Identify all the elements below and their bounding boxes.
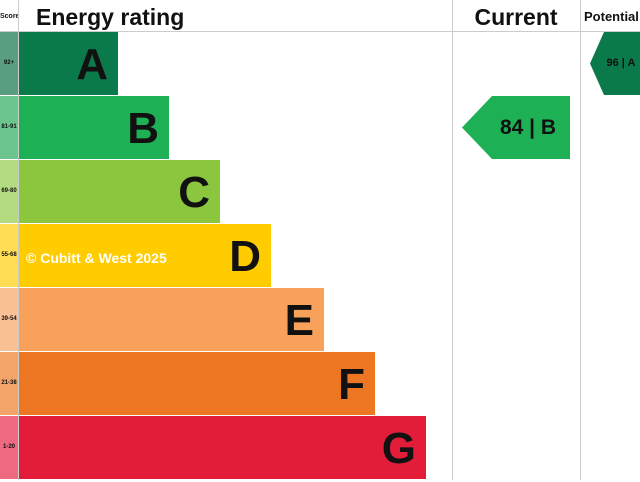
column-divider xyxy=(18,0,19,480)
column-divider xyxy=(452,0,453,480)
bar-a: A xyxy=(19,32,118,95)
band-letter: F xyxy=(338,360,365,409)
bar-e: E xyxy=(19,288,324,351)
column-divider xyxy=(580,0,581,480)
watermark: © Cubitt & West 2025 xyxy=(26,250,167,266)
score-range: 55-68 xyxy=(0,224,18,287)
potential-rating-label: 96 | A xyxy=(606,57,636,69)
score-range: 92+ xyxy=(0,32,18,95)
header-energy-rating: Energy rating xyxy=(36,4,185,30)
score-range: 39-54 xyxy=(0,288,18,351)
header-score: Score xyxy=(0,13,20,20)
header-current: Current xyxy=(474,4,558,30)
band-letter: G xyxy=(381,424,416,473)
bar-d: D xyxy=(19,224,271,287)
current-rating-label: 84 | B xyxy=(499,116,557,139)
band-letter: B xyxy=(127,104,159,153)
score-range: 81-91 xyxy=(0,96,18,159)
bar-g: G xyxy=(19,416,426,479)
score-range: 21-38 xyxy=(0,352,18,415)
potential-rating-arrow: 96 | A xyxy=(590,32,640,95)
score-range: 1-20 xyxy=(0,416,18,479)
band-letter: D xyxy=(229,232,261,281)
header-divider xyxy=(0,31,640,32)
band-letter: C xyxy=(178,168,210,217)
header-potential: Potential xyxy=(584,9,639,24)
bar-f: F xyxy=(19,352,375,415)
score-range: 69-80 xyxy=(0,160,18,223)
band-letter: E xyxy=(284,296,314,345)
bar-b: B xyxy=(19,96,169,159)
bar-c: C xyxy=(19,160,220,223)
current-rating-arrow: 84 | B xyxy=(462,96,570,159)
band-letter: A xyxy=(76,40,108,89)
